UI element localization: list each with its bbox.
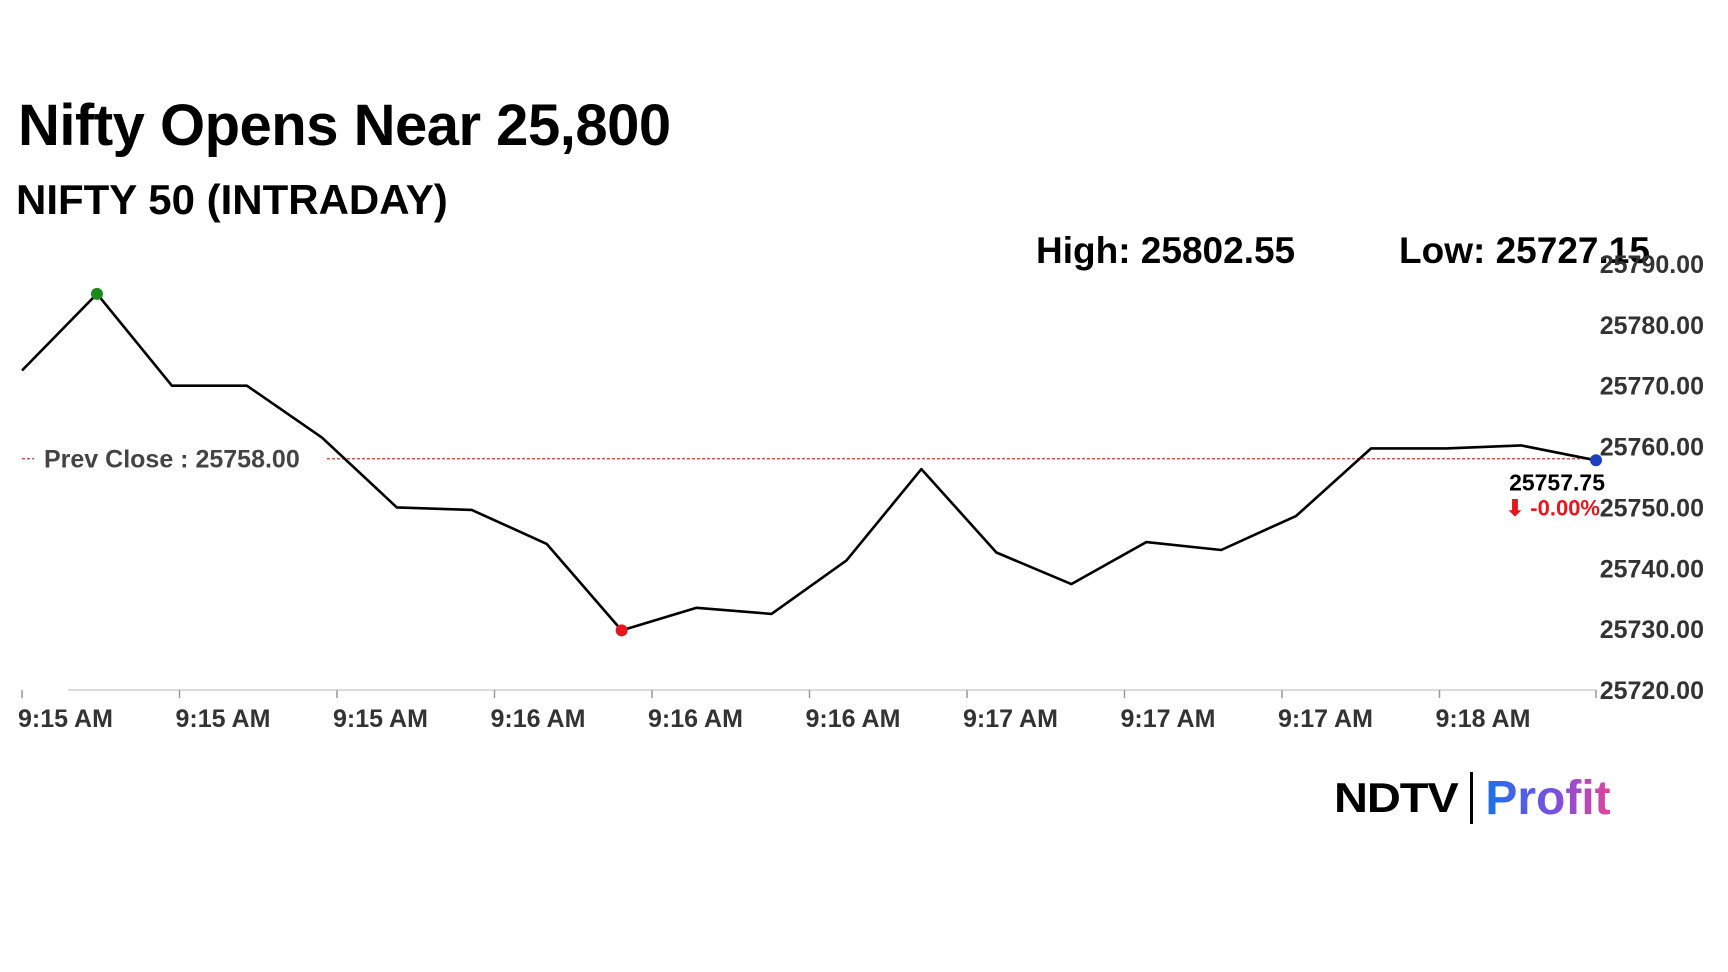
low-stat: Low: 25727.15 xyxy=(1399,230,1650,271)
x-tick-label: 9:15 AM xyxy=(333,705,428,733)
last-value-label: 25757.75 xyxy=(1509,469,1605,495)
y-tick-label: 25790.00 xyxy=(1600,251,1704,279)
x-tick-label: 9:16 AM xyxy=(648,705,743,733)
page-title: Nifty Opens Near 25,800 xyxy=(18,93,671,158)
y-tick-label: 25760.00 xyxy=(1600,434,1704,462)
last-change-label: ⬇ -0.00% xyxy=(1506,495,1600,520)
low-marker xyxy=(615,624,628,637)
series-line xyxy=(21,292,1597,632)
y-tick-label: 25720.00 xyxy=(1600,677,1704,705)
x-tick-label: 9:17 AM xyxy=(963,705,1058,733)
ndtv-logo: NDTV xyxy=(1334,774,1459,821)
brand-divider xyxy=(1470,772,1474,824)
x-tick-label: 9:16 AM xyxy=(806,705,901,733)
y-tick-label: 25740.00 xyxy=(1600,555,1704,583)
x-tick-label: 9:17 AM xyxy=(1121,705,1216,733)
last-marker xyxy=(1590,454,1602,467)
prev-close-label: Prev Close : 25758.00 xyxy=(44,446,300,474)
y-tick-label: 25750.00 xyxy=(1600,494,1704,522)
x-tick-label: 9:16 AM xyxy=(491,705,586,733)
prev-close-label-bg xyxy=(34,440,326,477)
x-tick-label: 9:18 AM xyxy=(1436,705,1531,733)
chart-subtitle: NIFTY 50 (INTRADAY) xyxy=(16,176,448,223)
high-stat: High: 25802.55 xyxy=(1036,230,1296,271)
y-tick-label: 25780.00 xyxy=(1600,312,1704,340)
y-tick-label: 25730.00 xyxy=(1600,616,1704,644)
high-marker xyxy=(90,287,103,300)
y-tick-label: 25770.00 xyxy=(1600,373,1704,401)
brand-logo: NDTV Profit xyxy=(1334,770,1611,826)
profit-logo: Profit xyxy=(1485,771,1611,825)
x-tick-label: 9:17 AM xyxy=(1278,705,1373,733)
x-tick-label: 9:15 AM xyxy=(18,705,113,733)
x-tick-label: 9:15 AM xyxy=(176,705,271,733)
